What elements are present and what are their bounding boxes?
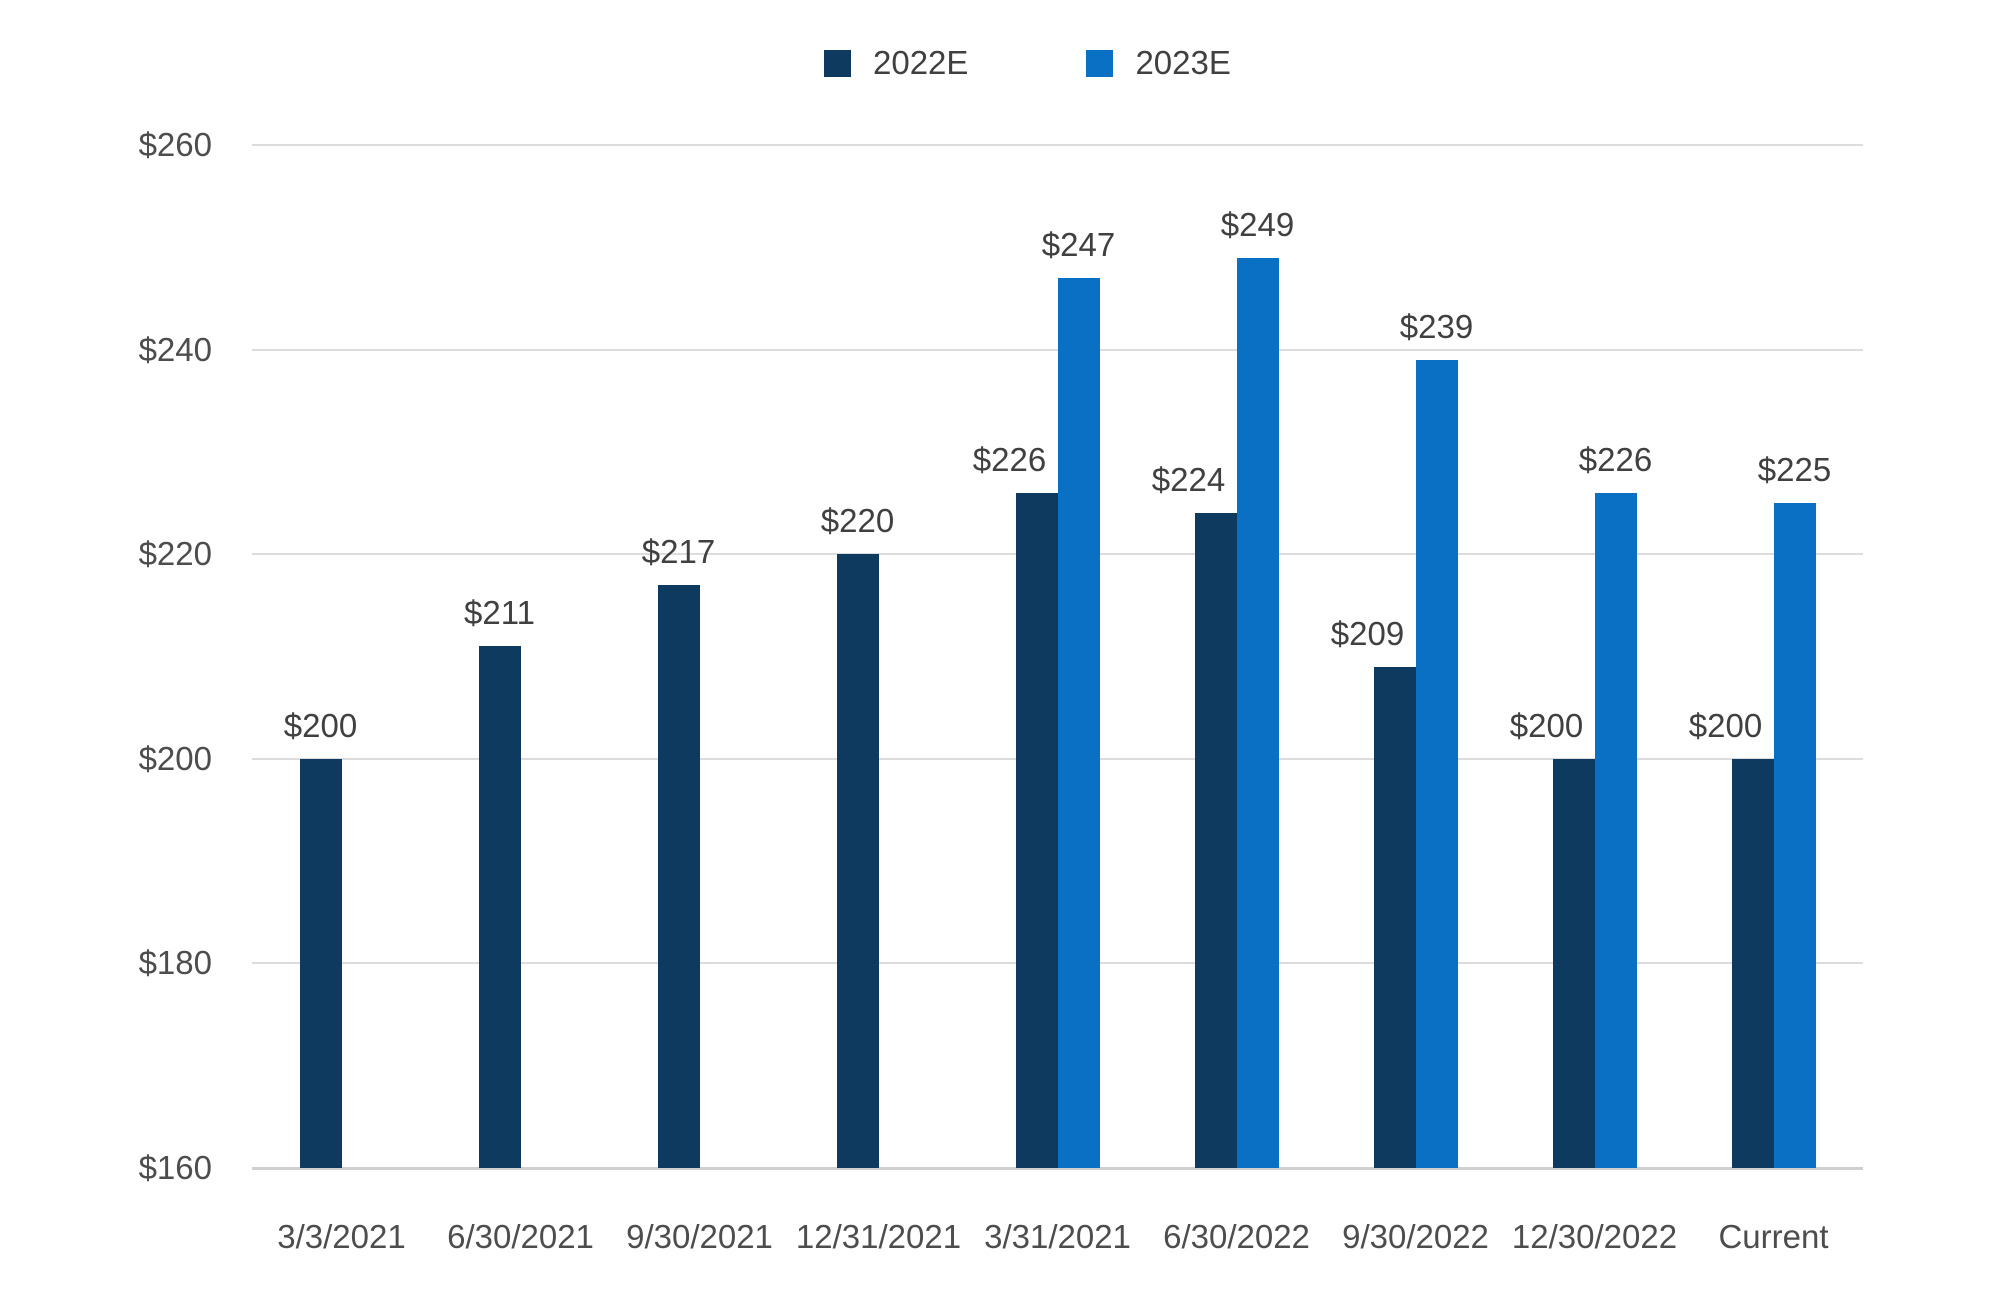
x-tick-label: 6/30/2021 <box>447 1218 594 1255</box>
x-tick-label: 6/30/2022 <box>1163 1218 1310 1255</box>
data-label: $226 <box>1578 440 1653 478</box>
x-tick-label: 3/3/2021 <box>277 1218 406 1255</box>
y-tick-label: $220 <box>138 535 212 573</box>
data-label: $209 <box>1330 614 1405 652</box>
bar-2022e <box>1194 513 1237 1168</box>
legend-swatch-2023e <box>1086 49 1114 77</box>
data-label: $211 <box>464 594 535 632</box>
data-label: $249 <box>1220 205 1295 243</box>
bar-2022e <box>1731 758 1774 1168</box>
x-tick-label: 12/31/2021 <box>795 1218 962 1255</box>
data-label: $225 <box>1757 451 1832 489</box>
legend-item-2023e: 2023E <box>1086 44 1231 81</box>
bar-2023e <box>1773 503 1816 1168</box>
y-tick-label: $260 <box>138 126 212 163</box>
legend-label-2022e: 2022E <box>873 44 969 81</box>
y-tick-label: $180 <box>138 944 212 982</box>
legend: 2022E 2023E <box>824 46 1231 80</box>
data-label: $200 <box>1509 706 1584 744</box>
legend-item-2022e: 2022E <box>824 46 968 80</box>
y-tick-label: $200 <box>138 739 212 777</box>
data-label: $247 <box>1041 225 1116 263</box>
bar-2023e <box>1236 257 1279 1168</box>
x-tick-label: 3/31/2021 <box>984 1218 1131 1255</box>
bar-2023e <box>1415 359 1458 1168</box>
legend-swatch-2022e <box>824 49 851 77</box>
bar-2022e <box>657 584 700 1168</box>
y-tick-label: $160 <box>138 1149 212 1186</box>
bar-2022e <box>1552 758 1595 1168</box>
data-label: $200 <box>1688 706 1763 744</box>
x-tick-label: Current <box>1718 1218 1829 1255</box>
data-label: $224 <box>1151 461 1226 499</box>
bar-2022e <box>299 758 342 1168</box>
bar-2022e <box>836 554 879 1168</box>
y-tick-label: $240 <box>138 330 212 368</box>
data-label: $226 <box>972 440 1047 478</box>
bar-2023e <box>1594 492 1637 1168</box>
data-label: $220 <box>820 502 895 540</box>
data-label: $217 <box>641 532 716 570</box>
bar-2022e <box>478 646 521 1168</box>
data-label: $200 <box>283 706 358 744</box>
bar-2022e <box>1373 666 1416 1168</box>
data-label: $239 <box>1399 307 1474 345</box>
x-tick-label: 9/30/2022 <box>1342 1218 1489 1255</box>
bar-2023e <box>1057 277 1100 1168</box>
x-tick-label: 9/30/2021 <box>626 1218 773 1255</box>
legend-label-2023e: 2023E <box>1135 44 1231 81</box>
gridline <box>252 1167 1863 1170</box>
gridline <box>252 144 1863 146</box>
bar-2022e <box>1015 492 1058 1168</box>
x-tick-label: 12/30/2022 <box>1511 1218 1678 1255</box>
